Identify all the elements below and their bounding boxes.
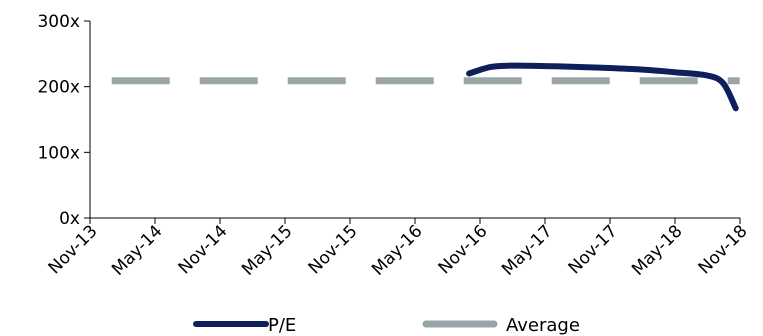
legend-label-p-e: P/E [268,315,296,336]
x-tick-label: May-16 [368,221,426,279]
x-tick-label: Nov-16 [435,221,492,278]
y-tick-label: 100x [37,143,80,163]
x-tick-label: Nov-18 [695,221,752,278]
x-tick-label: Nov-13 [45,221,102,278]
series-line-p-e [466,62,739,112]
legend: P/E Average [193,315,580,336]
y-tick-label: 0x [59,209,80,229]
x-tick-label: May-18 [628,221,686,279]
x-tick-label: Nov-14 [175,221,232,278]
x-tick-label: Nov-15 [305,221,362,278]
y-tick-label: 300x [37,12,80,32]
series-layer [111,62,740,112]
x-tick-label: May-17 [498,221,556,279]
x-tick-label: Nov-17 [565,221,622,278]
legend-label-average: Average [506,315,580,336]
y-tick-label: 200x [37,78,80,98]
x-tick-label: May-14 [108,221,166,279]
x-tick-label: May-15 [238,221,296,279]
